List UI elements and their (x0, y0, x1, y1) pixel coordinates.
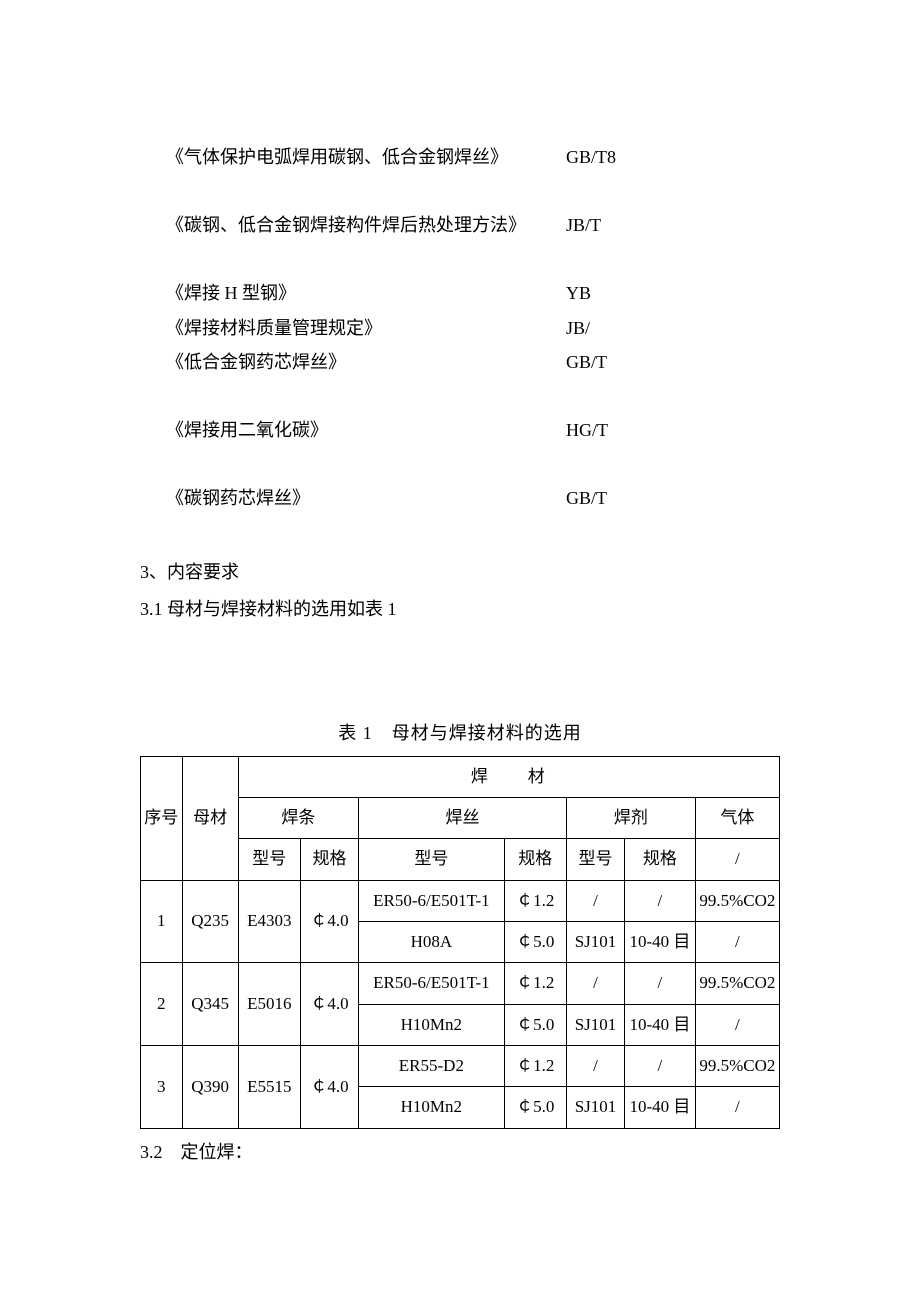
cell-gas: / (695, 1004, 779, 1045)
standard-row: 《气体保护电弧焊用碳钢、低合金钢焊丝》GB/T8 (166, 140, 780, 174)
table-row: 3Q390E5515￠4.0ER55-D2￠1.2//99.5%CO2 (141, 1045, 780, 1086)
cell-rod-spec: ￠4.0 (300, 880, 358, 963)
table-caption: 表 1 母材与焊接材料的选用 (140, 716, 780, 750)
standard-row: 《焊接材料质量管理规定》JB/ (166, 311, 780, 345)
cell-flux-spec: 10-40 目 (625, 922, 696, 963)
standard-title: 《焊接 H 型钢》 (166, 276, 566, 310)
cell-gas: 99.5%CO2 (695, 963, 779, 1004)
standard-code: JB/ (566, 311, 590, 345)
footer-line: 3.2 定位焊： (140, 1135, 780, 1169)
cell-flux-spec: 10-40 目 (625, 1004, 696, 1045)
cell-wire-model: ER55-D2 (359, 1045, 504, 1086)
col-wire-model: 型号 (359, 839, 504, 880)
cell-flux-spec: 10-40 目 (625, 1087, 696, 1128)
standard-row: 《低合金钢药芯焊丝》GB/T (166, 345, 780, 379)
cell-rod-model: E5515 (238, 1045, 300, 1128)
section-header: 3、内容要求 (140, 555, 780, 589)
standard-code: HG/T (566, 413, 608, 447)
cell-flux-model: SJ101 (566, 922, 624, 963)
cell-wire-spec: ￠5.0 (504, 1087, 566, 1128)
cell-wire-model: ER50-6/E501T-1 (359, 963, 504, 1004)
cell-wire-model: H10Mn2 (359, 1004, 504, 1045)
spacer (140, 447, 780, 481)
spacer (140, 174, 780, 208)
col-rod: 焊条 (238, 798, 359, 839)
cell-flux-model: SJ101 (566, 1087, 624, 1128)
table-row: 1Q235E4303￠4.0ER50-6/E501T-1￠1.2//99.5%C… (141, 880, 780, 921)
cell-rod-spec: ￠4.0 (300, 1045, 358, 1128)
col-base: 母材 (182, 756, 238, 880)
cell-gas: / (695, 922, 779, 963)
standard-code: GB/T (566, 345, 607, 379)
spacer (140, 242, 780, 276)
cell-wire-spec: ￠5.0 (504, 922, 566, 963)
cell-seq: 2 (141, 963, 183, 1046)
col-hc-group: 焊材 (238, 756, 779, 797)
cell-wire-model: ER50-6/E501T-1 (359, 880, 504, 921)
cell-flux-spec: / (625, 880, 696, 921)
standard-code: JB/T (566, 208, 601, 242)
cell-flux-model: / (566, 1045, 624, 1086)
table-row: 2Q345E5016￠4.0ER50-6/E501T-1￠1.2//99.5%C… (141, 963, 780, 1004)
cell-rod-spec: ￠4.0 (300, 963, 358, 1046)
spacer (140, 379, 780, 413)
standard-row: 《焊接 H 型钢》YB (166, 276, 780, 310)
col-gas-slash: / (695, 839, 779, 880)
cell-wire-spec: ￠5.0 (504, 1004, 566, 1045)
standard-row: 《焊接用二氧化碳》HG/T (166, 413, 780, 447)
cell-flux-spec: / (625, 963, 696, 1004)
cell-flux-model: SJ101 (566, 1004, 624, 1045)
materials-table: 序号 母材 焊材 焊条 焊丝 焊剂 气体 型号 规格 型号 规格 型号 规格 /… (140, 756, 780, 1129)
cell-rod-model: E4303 (238, 880, 300, 963)
cell-seq: 3 (141, 1045, 183, 1128)
standards-list: 《气体保护电弧焊用碳钢、低合金钢焊丝》GB/T8《碳钢、低合金钢焊接构件焊后热处… (140, 140, 780, 515)
standard-title: 《焊接材料质量管理规定》 (166, 311, 566, 345)
col-wire-spec: 规格 (504, 839, 566, 880)
cell-wire-spec: ￠1.2 (504, 1045, 566, 1086)
standard-code: YB (566, 276, 591, 310)
col-flux-model: 型号 (566, 839, 624, 880)
cell-rod-model: E5016 (238, 963, 300, 1046)
standard-title: 《气体保护电弧焊用碳钢、低合金钢焊丝》 (166, 140, 566, 174)
cell-base: Q390 (182, 1045, 238, 1128)
standard-row: 《碳钢药芯焊丝》GB/T (166, 481, 780, 515)
col-wire: 焊丝 (359, 798, 567, 839)
col-seq: 序号 (141, 756, 183, 880)
cell-gas: 99.5%CO2 (695, 1045, 779, 1086)
cell-base: Q345 (182, 963, 238, 1046)
standard-title: 《焊接用二氧化碳》 (166, 413, 566, 447)
col-flux: 焊剂 (566, 798, 695, 839)
cell-gas: / (695, 1087, 779, 1128)
cell-wire-model: H08A (359, 922, 504, 963)
standard-title: 《碳钢药芯焊丝》 (166, 481, 566, 515)
col-flux-spec: 规格 (625, 839, 696, 880)
standard-code: GB/T8 (566, 140, 616, 174)
cell-base: Q235 (182, 880, 238, 963)
cell-gas: 99.5%CO2 (695, 880, 779, 921)
standard-title: 《碳钢、低合金钢焊接构件焊后热处理方法》 (166, 208, 566, 242)
col-rod-model: 型号 (238, 839, 300, 880)
cell-wire-spec: ￠1.2 (504, 880, 566, 921)
cell-flux-model: / (566, 880, 624, 921)
section-sub: 3.1 母材与焊接材料的选用如表 1 (140, 592, 780, 626)
col-rod-spec: 规格 (300, 839, 358, 880)
cell-flux-model: / (566, 963, 624, 1004)
standard-title: 《低合金钢药芯焊丝》 (166, 345, 566, 379)
standard-code: GB/T (566, 481, 607, 515)
cell-flux-spec: / (625, 1045, 696, 1086)
standard-row: 《碳钢、低合金钢焊接构件焊后热处理方法》JB/T (166, 208, 780, 242)
col-gas: 气体 (695, 798, 779, 839)
cell-wire-model: H10Mn2 (359, 1087, 504, 1128)
cell-wire-spec: ￠1.2 (504, 963, 566, 1004)
cell-seq: 1 (141, 880, 183, 963)
